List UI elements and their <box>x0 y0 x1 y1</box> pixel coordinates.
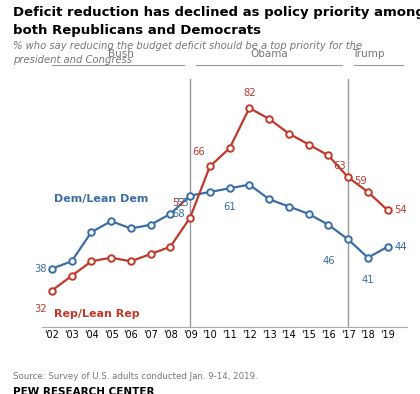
Point <box>187 214 194 221</box>
Text: Obama: Obama <box>250 49 288 59</box>
Text: 58: 58 <box>173 209 185 219</box>
Point <box>147 251 154 257</box>
Point <box>286 203 292 210</box>
Point <box>266 196 273 203</box>
Point <box>226 145 233 151</box>
Text: PEW RESEARCH CENTER: PEW RESEARCH CENTER <box>13 387 154 394</box>
Text: 54: 54 <box>394 205 407 215</box>
Text: 61: 61 <box>223 202 236 212</box>
Text: 63: 63 <box>333 162 346 171</box>
Text: 32: 32 <box>34 304 47 314</box>
Point <box>147 222 154 228</box>
Text: 59: 59 <box>354 176 367 186</box>
Point <box>226 185 233 191</box>
Point <box>167 211 174 217</box>
Text: % who say reducing the budget deficit should be a top priority for the
president: % who say reducing the budget deficit sh… <box>13 41 362 65</box>
Text: 82: 82 <box>243 88 256 98</box>
Point <box>207 189 213 195</box>
Point <box>68 273 75 279</box>
Point <box>49 287 55 294</box>
Text: 53: 53 <box>176 198 189 208</box>
Point <box>88 258 95 264</box>
Point <box>207 163 213 169</box>
Point <box>246 182 253 188</box>
Point <box>128 225 134 232</box>
Point <box>345 236 352 243</box>
Point <box>365 255 371 261</box>
Text: Deficit reduction has declined as policy priority among: Deficit reduction has declined as policy… <box>13 6 420 19</box>
Point <box>286 130 292 137</box>
Text: 66: 66 <box>192 147 205 157</box>
Text: 38: 38 <box>34 264 47 273</box>
Point <box>68 258 75 264</box>
Point <box>128 258 134 264</box>
Point <box>167 243 174 250</box>
Point <box>345 174 352 180</box>
Point <box>88 229 95 235</box>
Text: Bush: Bush <box>108 49 134 59</box>
Point <box>384 207 391 214</box>
Point <box>384 243 391 250</box>
Text: 41: 41 <box>362 275 374 284</box>
Point <box>266 116 273 122</box>
Text: 46: 46 <box>322 256 335 266</box>
Point <box>365 189 371 195</box>
Point <box>108 255 115 261</box>
Text: Rep/Lean Rep: Rep/Lean Rep <box>54 309 139 319</box>
Text: Trump: Trump <box>352 49 384 59</box>
Point <box>305 141 312 148</box>
Text: both Republicans and Democrats: both Republicans and Democrats <box>13 24 260 37</box>
Point <box>246 105 253 111</box>
Point <box>325 222 332 228</box>
Text: 52: 52 <box>173 198 185 208</box>
Point <box>305 211 312 217</box>
Point <box>49 266 55 272</box>
Point <box>325 152 332 159</box>
Text: Dem/Lean Dem: Dem/Lean Dem <box>54 194 148 204</box>
Point <box>187 192 194 199</box>
Point <box>108 218 115 224</box>
Text: 44: 44 <box>394 242 407 252</box>
Text: Source: Survey of U.S. adults conducted Jan. 9-14, 2019.: Source: Survey of U.S. adults conducted … <box>13 372 257 381</box>
